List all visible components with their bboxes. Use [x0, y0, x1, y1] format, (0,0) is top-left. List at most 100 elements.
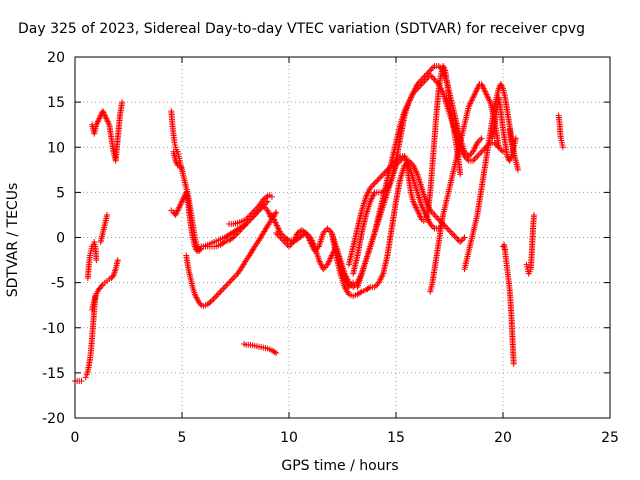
data-point	[454, 236, 461, 243]
data-point	[421, 78, 428, 85]
data-point	[277, 234, 284, 241]
data-point	[220, 285, 227, 292]
data-point	[207, 298, 214, 305]
data-point	[250, 208, 257, 215]
x-tick-label: 20	[494, 430, 512, 446]
data-point	[93, 257, 100, 264]
x-tick-label: 0	[71, 430, 80, 446]
data-point	[247, 211, 254, 218]
data-point	[104, 211, 111, 218]
data-point	[526, 268, 533, 275]
data-point	[444, 225, 451, 232]
series-track-s	[403, 63, 464, 225]
series-track-i	[170, 148, 271, 255]
data-point	[531, 211, 538, 218]
data-point	[474, 153, 481, 160]
y-tick-label: 10	[47, 140, 65, 156]
data-point	[253, 205, 260, 212]
data-point	[431, 211, 438, 218]
data-point	[477, 150, 484, 157]
data-point	[380, 171, 387, 178]
x-tick-label: 5	[178, 430, 187, 446]
data-point	[325, 226, 332, 233]
data-point	[370, 181, 377, 188]
x-axis-label: GPS time / hours	[281, 458, 398, 474]
series-track-z	[555, 112, 566, 151]
data-point	[287, 242, 294, 249]
data-point	[374, 177, 381, 184]
data-point	[220, 239, 227, 246]
data-point	[430, 210, 437, 217]
data-point	[213, 293, 220, 300]
data-point	[214, 291, 221, 298]
data-point	[210, 296, 217, 303]
data-point	[217, 288, 224, 295]
data-point	[268, 193, 275, 200]
data-point	[458, 237, 465, 244]
data-point	[477, 136, 484, 143]
y-axis-label: SDTVAR / TECUs	[5, 183, 21, 298]
data-point	[273, 209, 280, 216]
data-point	[559, 144, 566, 151]
series-track-e	[97, 211, 111, 246]
data-point	[478, 148, 485, 155]
data-point	[495, 144, 502, 151]
series-track-f	[89, 99, 126, 164]
y-tick-label: -10	[42, 321, 65, 337]
y-tick-label: -20	[42, 411, 65, 427]
data-point	[373, 282, 380, 289]
data-point	[457, 239, 464, 246]
data-point	[375, 175, 382, 182]
data-point	[119, 99, 126, 106]
data-point	[221, 284, 228, 291]
data-point	[114, 257, 121, 264]
data-point	[377, 174, 384, 181]
data-point	[475, 151, 482, 158]
data-point	[263, 224, 270, 231]
data-point	[276, 232, 283, 239]
series-track-c	[84, 239, 100, 282]
data-point	[216, 290, 223, 297]
data-point	[461, 234, 468, 241]
data-point	[428, 73, 435, 80]
data-point	[250, 244, 257, 251]
data-point	[211, 294, 218, 301]
data-point	[365, 285, 372, 292]
data-point	[418, 81, 425, 88]
data-point	[272, 210, 279, 217]
data-marks	[72, 63, 566, 384]
data-point	[264, 198, 271, 205]
data-point	[224, 281, 231, 288]
data-point	[218, 287, 225, 294]
y-tick-label: 15	[47, 95, 65, 111]
y-tick-label: -5	[51, 276, 65, 292]
data-point	[373, 178, 380, 185]
data-point	[228, 276, 235, 283]
data-point	[98, 282, 105, 289]
series-track-d	[89, 257, 121, 313]
data-point	[357, 289, 364, 296]
data-point	[427, 72, 434, 79]
data-point	[428, 66, 435, 73]
data-point	[510, 360, 517, 367]
data-point	[263, 194, 270, 201]
data-point	[82, 374, 89, 381]
data-point	[231, 273, 238, 280]
data-point	[452, 234, 459, 241]
data-point	[278, 236, 285, 243]
data-point	[78, 377, 85, 384]
series-track-v	[489, 94, 519, 164]
data-point	[248, 210, 255, 217]
y-tick-label: -15	[42, 366, 65, 382]
data-point	[500, 148, 506, 155]
data-point	[472, 154, 479, 161]
data-point	[447, 228, 454, 235]
data-point	[431, 76, 438, 83]
data-point	[286, 243, 292, 250]
chart-title: Day 325 of 2023, Sidereal Day-to-day VTE…	[18, 21, 585, 37]
data-point	[197, 246, 204, 253]
data-point	[450, 231, 457, 238]
data-point	[471, 156, 478, 163]
data-point	[448, 229, 455, 236]
